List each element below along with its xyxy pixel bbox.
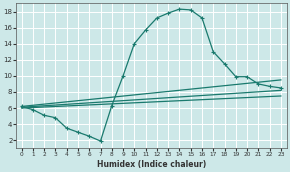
X-axis label: Humidex (Indice chaleur): Humidex (Indice chaleur) (97, 159, 206, 169)
